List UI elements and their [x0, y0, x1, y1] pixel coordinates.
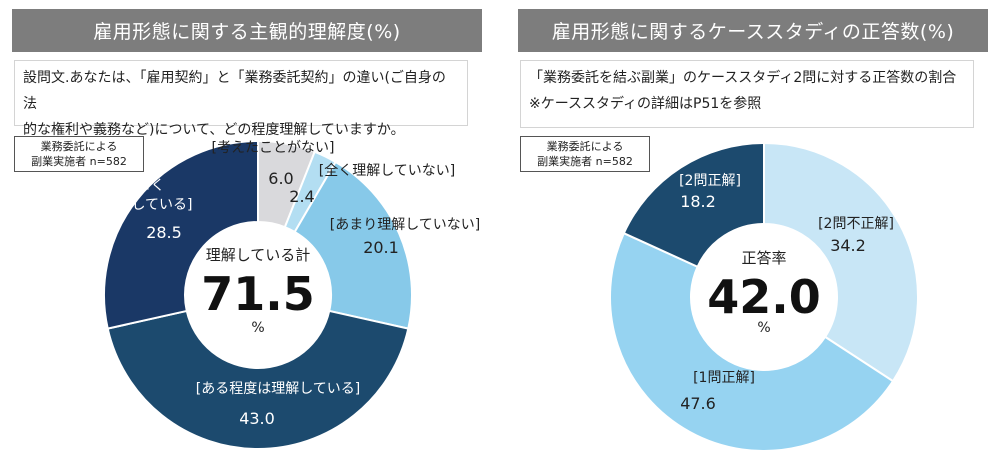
slice-value-label: 43.0 [239, 409, 275, 428]
slice-label: [2問正解] [679, 173, 741, 189]
slice-label: [よく [131, 178, 164, 194]
question-line: ※ケーススタディの詳細はP51を参照 [529, 96, 762, 112]
donut-slice [293, 160, 413, 330]
slice-value-label: 20.1 [363, 238, 399, 257]
question-box: 「業務委託を結ぶ副業」のケーススタディ2問に対する正答数の割合 ※ケーススタディ… [520, 60, 974, 128]
donut-slice [763, 141, 919, 383]
sample-size-box: 業務委託による 副業実施者 n=582 [520, 136, 650, 172]
center-title: 理解している計 [206, 246, 311, 264]
chart-panel-understanding: 雇用形態に関する主観的理解度(%) 設問文.あなたは、「雇用契約」と「業務委託契… [12, 0, 492, 470]
slice-value-label: 6.0 [268, 169, 293, 188]
center-title: 正答率 [741, 249, 786, 267]
slice-label: [考えたことがない] [212, 140, 335, 156]
donut-chart: [考えたことがない] 6.0 [全く理解していない] 2.4 [あまり理解していない] 2… [103, 139, 481, 450]
center-value: 71.5 [201, 267, 315, 321]
question-line: 設問文.あなたは、「雇用契約」と「業務委託契約」の違い(ご自身の法 [23, 70, 446, 112]
sample-line: 副業実施者 n=582 [537, 155, 633, 168]
slice-value-label: 2.4 [289, 187, 314, 206]
donut-slice [622, 141, 765, 269]
slice-value-label: 47.6 [680, 394, 716, 413]
center-unit: % [251, 320, 264, 336]
question-box: 設問文.あなたは、「雇用契約」と「業務委託契約」の違い(ご自身の法 的な権利や義… [14, 60, 468, 138]
sample-line: 業務委託による [40, 140, 118, 153]
sample-line: 副業実施者 n=582 [31, 155, 127, 168]
slice-value-label: 34.2 [830, 236, 866, 255]
donut-slice [609, 231, 895, 452]
slice-value-label: 28.5 [146, 223, 182, 242]
sample-line: 業務委託による [546, 140, 624, 153]
slice-value-label: 18.2 [680, 192, 716, 211]
slice-label: [1問正解] [693, 370, 755, 386]
slice-label: [ある程度は理解している] [196, 381, 361, 397]
chart-title: 雇用形態に関する主観的理解度(%) [12, 9, 482, 52]
slice-label: [2問不正解] [818, 216, 894, 232]
donut-slice [103, 139, 259, 330]
center-value: 42.0 [707, 270, 821, 324]
center-unit: % [757, 320, 770, 336]
slice-label: 理解している] [103, 197, 192, 213]
slice-label: [全く理解していない] [319, 162, 456, 179]
donut-chart: [2問不正解] 34.2 [1問正解] 47.6 [2問正解] 18.2 正答率 42.0% [609, 141, 919, 452]
chart-title: 雇用形態に関するケーススタディの正答数(%) [518, 9, 988, 52]
donut-slice [106, 309, 410, 450]
question-line: 的な権利や義務など)について、どの程度理解していますか。 [23, 122, 405, 138]
sample-size-box: 業務委託による 副業実施者 n=582 [14, 136, 144, 172]
slice-label: [あまり理解していない] [330, 217, 481, 233]
question-line: 「業務委託を結ぶ副業」のケーススタディ2問に対する正答数の割合 [529, 70, 957, 86]
chart-panel-case-study: 雇用形態に関するケーススタディの正答数(%) 「業務委託を結ぶ副業」のケーススタ… [518, 0, 998, 470]
